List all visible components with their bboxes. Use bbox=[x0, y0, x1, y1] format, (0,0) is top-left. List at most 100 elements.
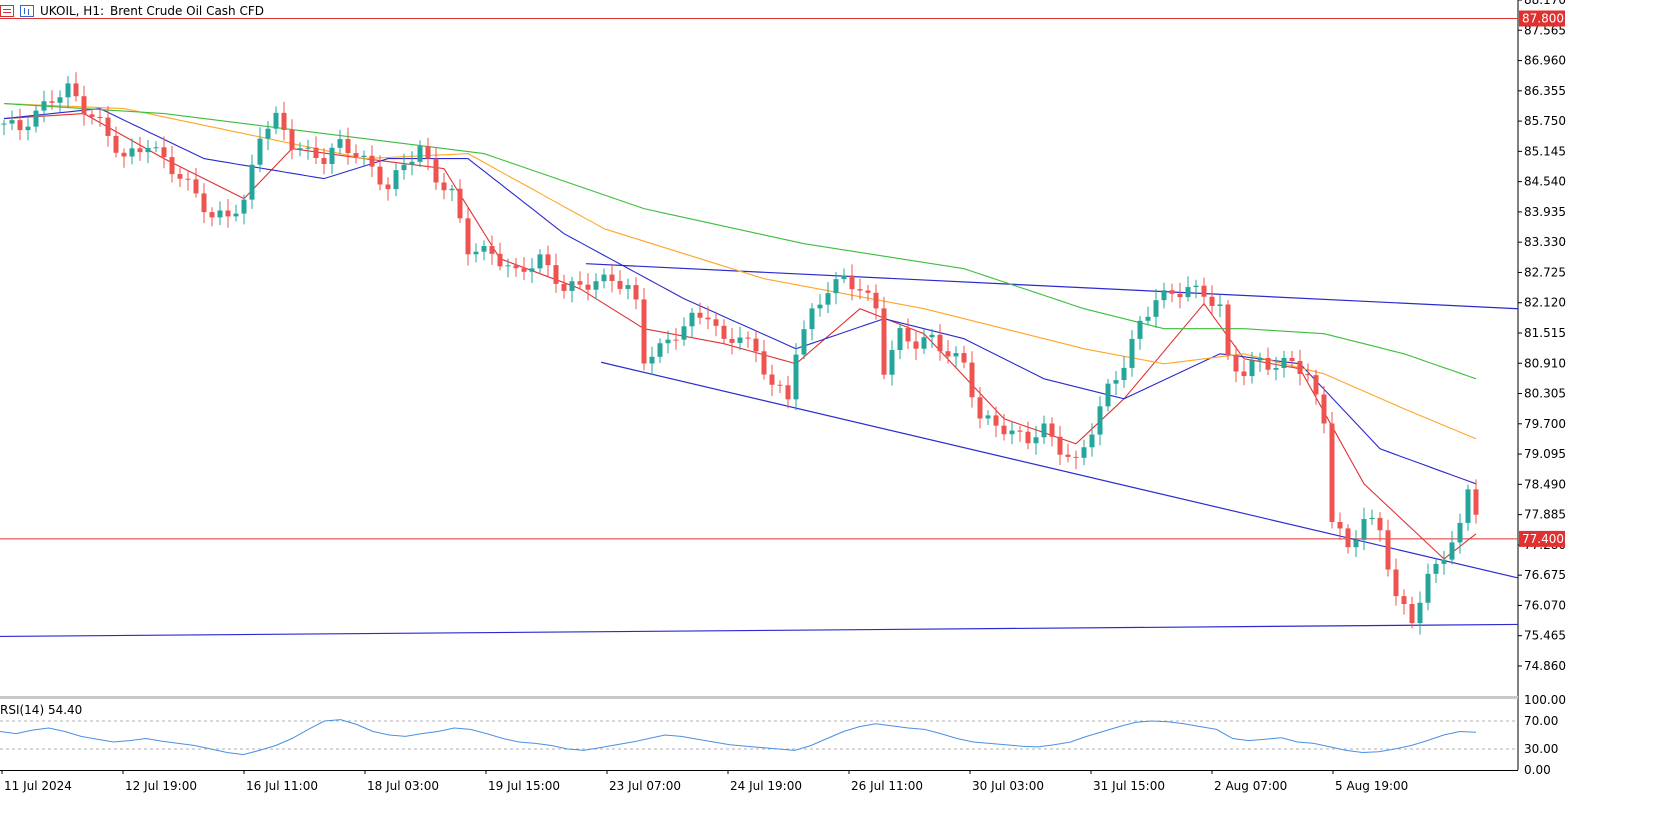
candle-body bbox=[1329, 423, 1335, 522]
candle-body bbox=[865, 290, 871, 293]
candle-body bbox=[1409, 604, 1415, 624]
candle-body bbox=[1289, 357, 1295, 361]
candle-body bbox=[305, 147, 311, 149]
candle-body bbox=[209, 212, 215, 218]
price-tick-label: 79.700 bbox=[1524, 417, 1566, 431]
time-tick-label: 5 Aug 19:00 bbox=[1335, 779, 1408, 793]
candle-body bbox=[441, 182, 447, 191]
candle-body bbox=[689, 312, 695, 327]
candle-body bbox=[345, 139, 351, 154]
candle-body bbox=[1241, 371, 1247, 377]
candle-body bbox=[1057, 436, 1063, 455]
candle-body bbox=[1249, 360, 1255, 377]
candle-body bbox=[193, 179, 199, 194]
candle-body bbox=[1193, 285, 1199, 288]
candle-body bbox=[561, 283, 567, 291]
rsi-tick-label: 30.00 bbox=[1524, 742, 1558, 756]
candle-body bbox=[1465, 489, 1471, 523]
candle-body bbox=[65, 83, 71, 98]
trendline-upper[interactable] bbox=[585, 263, 1519, 310]
candle-body bbox=[1401, 596, 1407, 605]
candle-body bbox=[1417, 602, 1423, 624]
price-tick-label: 81.515 bbox=[1524, 326, 1566, 340]
candle-body bbox=[177, 174, 183, 179]
trendline-support[interactable] bbox=[0, 623, 1519, 638]
candle-body bbox=[481, 246, 487, 252]
candle-body bbox=[1297, 360, 1303, 375]
price-tick-label: 85.750 bbox=[1524, 114, 1566, 128]
rsi-tick-label: 0.00 bbox=[1524, 763, 1551, 777]
candle-body bbox=[1441, 559, 1447, 564]
candle-body bbox=[649, 356, 655, 364]
candle-body bbox=[185, 178, 191, 180]
moving-average-long bbox=[3, 103, 1477, 380]
candle-body bbox=[337, 139, 343, 148]
candle-body bbox=[105, 117, 111, 136]
candle-body bbox=[641, 299, 647, 364]
candle-body bbox=[681, 326, 687, 340]
candle-body bbox=[1257, 357, 1263, 361]
price-tick-label: 76.070 bbox=[1524, 598, 1566, 612]
candle-body bbox=[617, 281, 623, 289]
candle-body bbox=[1393, 569, 1399, 597]
candle-body bbox=[921, 337, 927, 349]
candle-body bbox=[977, 397, 983, 419]
chart-type-icon[interactable] bbox=[20, 5, 34, 17]
candle-body bbox=[241, 199, 247, 214]
price-level-label: 87.800 bbox=[1522, 12, 1564, 26]
price-tick-label: 87.565 bbox=[1524, 23, 1566, 37]
candle-body bbox=[89, 114, 95, 117]
rsi-label: RSI(14) 54.40 bbox=[0, 703, 83, 717]
candle-body bbox=[1137, 320, 1143, 339]
price-level-badge bbox=[1519, 10, 1565, 27]
candle-body bbox=[993, 415, 999, 426]
candle-body bbox=[1449, 542, 1455, 560]
candle-body bbox=[1033, 437, 1039, 444]
candle-body bbox=[945, 351, 951, 357]
candle-body bbox=[1209, 296, 1215, 306]
candle-body bbox=[529, 268, 535, 272]
candle-body bbox=[1305, 374, 1311, 376]
candle-body bbox=[321, 158, 327, 165]
candle-body bbox=[1425, 573, 1431, 603]
candle-body bbox=[969, 362, 975, 398]
time-tick-label: 16 Jul 11:00 bbox=[246, 779, 318, 793]
candle-body bbox=[289, 129, 295, 150]
time-tick-label: 26 Jul 11:00 bbox=[851, 779, 923, 793]
candle-body bbox=[1433, 563, 1439, 574]
candle-body bbox=[25, 126, 31, 131]
candle-body bbox=[449, 188, 455, 191]
candle-body bbox=[1361, 519, 1367, 540]
candle-body bbox=[433, 158, 439, 183]
candle-body bbox=[793, 354, 799, 400]
candle-body bbox=[1113, 380, 1119, 384]
candle-body bbox=[873, 292, 879, 309]
candle-body bbox=[1, 123, 7, 125]
candle-body bbox=[665, 339, 671, 344]
candle-body bbox=[169, 157, 175, 175]
symbol-timeframe: UKOIL, H1: bbox=[40, 4, 104, 18]
time-tick-label: 2 Aug 07:00 bbox=[1214, 779, 1287, 793]
candle-body bbox=[1105, 383, 1111, 407]
candle-body bbox=[1273, 368, 1279, 370]
candle-body bbox=[33, 110, 39, 127]
candle-body bbox=[233, 213, 239, 217]
candle-body bbox=[217, 210, 223, 218]
price-tick-label: 82.120 bbox=[1524, 296, 1566, 310]
price-tick-label: 79.095 bbox=[1524, 447, 1566, 461]
candle-body bbox=[297, 148, 303, 150]
candle-body bbox=[1377, 517, 1383, 531]
candle-body bbox=[577, 281, 583, 285]
candle-body bbox=[905, 328, 911, 342]
symbol-list-icon[interactable] bbox=[0, 5, 14, 17]
moving-average-slow bbox=[3, 103, 1477, 440]
trendline-channel[interactable] bbox=[600, 361, 1519, 579]
candle-body bbox=[537, 254, 543, 269]
rsi-tick-label: 100.00 bbox=[1524, 693, 1566, 707]
candle-body bbox=[897, 328, 903, 351]
candle-body bbox=[417, 146, 423, 162]
candle-body bbox=[409, 161, 415, 165]
candle-body bbox=[953, 353, 959, 357]
candle-body bbox=[457, 188, 463, 219]
